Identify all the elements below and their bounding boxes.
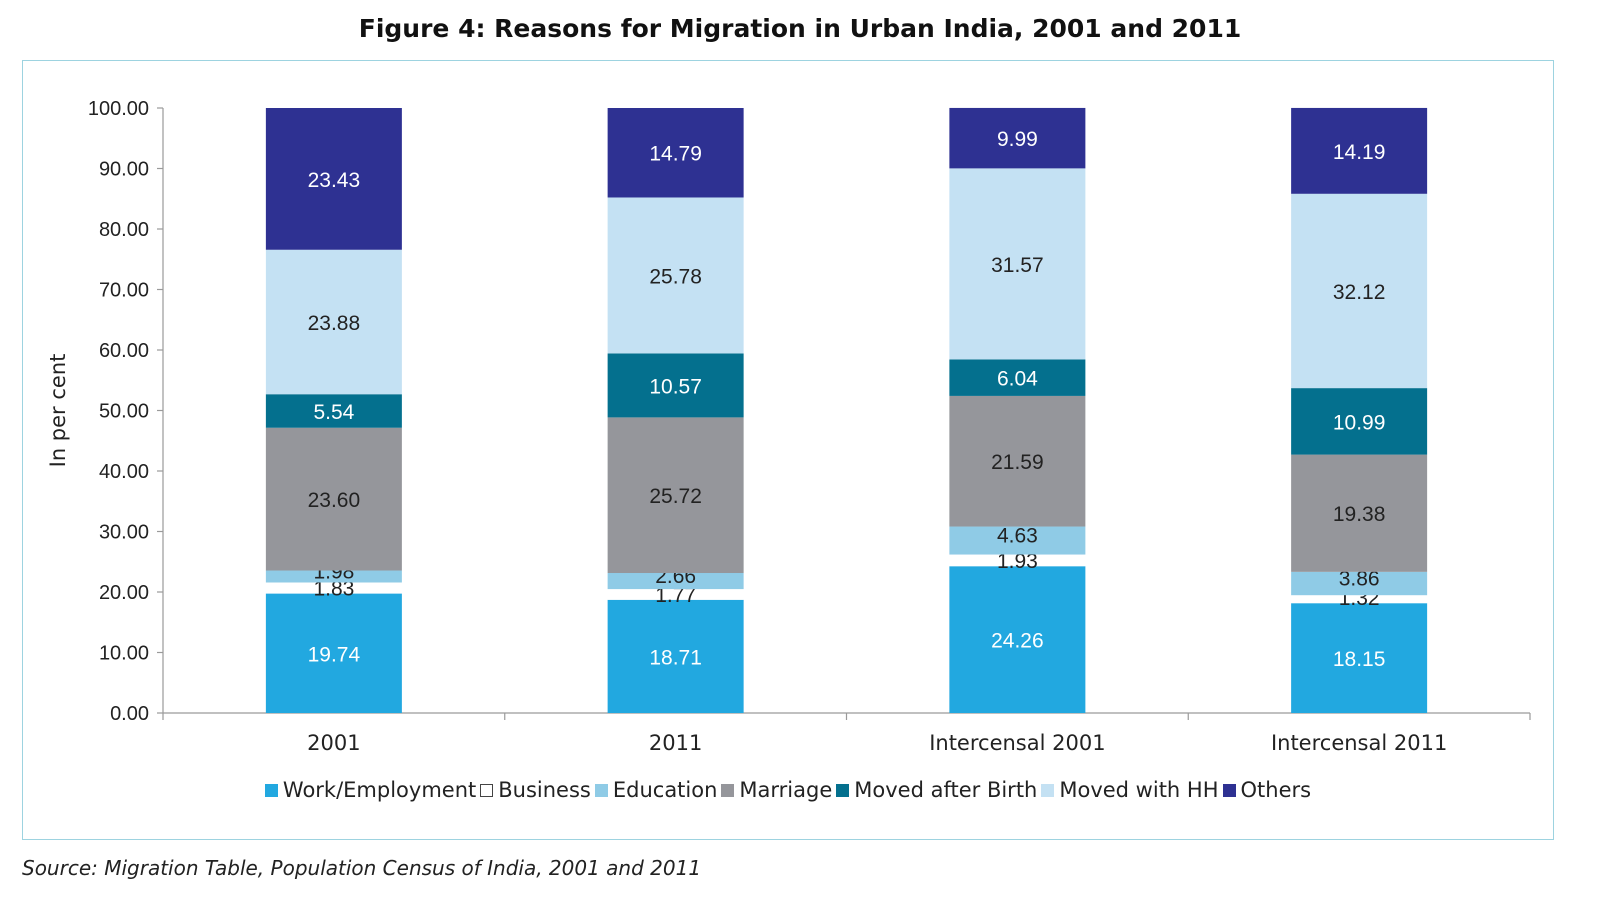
bar-segment-marriage [607,417,744,574]
legend-item: Business [480,778,591,802]
data-label: 25.78 [649,265,702,288]
bar-segment-education [607,573,744,590]
data-label: 14.79 [649,143,702,166]
data-label: 23.60 [308,489,361,512]
legend-item: Education [594,778,718,802]
bar-segment-work-employment [1291,603,1428,713]
data-label: 32.12 [1333,281,1386,304]
bar-segment-business [949,554,1086,567]
legend-swatch [1041,783,1055,797]
bar-segment-moved-with-hh [1291,193,1428,389]
bar-segment-education [1291,571,1428,596]
bar-segment-business [1291,595,1428,604]
bar-segment-moved-with-hh [949,168,1086,360]
data-label: 9.99 [997,128,1038,151]
data-label: 3.86 [1339,568,1380,591]
bar-segment-work-employment [265,593,402,713]
source-note: Source: Migration Table, Population Cens… [22,856,702,880]
bar-segment-marriage [949,395,1086,527]
legend-label: Moved with HH [1059,778,1219,802]
legend-label: Moved after Birth [854,778,1038,802]
data-label: 14.19 [1333,141,1386,164]
legend-label: Education [612,778,718,802]
bar-segment-moved-after-birth [607,353,744,418]
bar-segment-others [265,108,402,250]
legend-label: Work/Employment [282,778,477,802]
legend-label: Business [498,778,591,802]
y-tick-label: 30.00 [99,522,149,544]
legend-swatch [1222,783,1236,797]
data-label: 23.88 [308,312,361,335]
bar-segment-others [607,108,744,198]
legend-item: Moved with HH [1041,778,1219,802]
bar-segment-moved-after-birth [1291,388,1428,455]
legend-label: Others [1240,778,1312,802]
data-label: 31.57 [991,254,1044,277]
legend-swatch [721,783,735,797]
y-axis-label: In per cent [46,354,70,468]
bar-segment-moved-after-birth [949,359,1086,396]
legend-item: Work/Employment [264,778,477,802]
data-label: 21.59 [991,451,1044,474]
bar-segment-work-employment [607,599,744,713]
bar-segment-moved-after-birth [265,394,402,428]
data-label: 5.54 [313,401,354,424]
y-tick-label: 0.00 [110,703,149,725]
y-tick-label: 60.00 [99,340,149,362]
legend-item: Others [1222,778,1312,802]
data-label: 18.15 [1333,648,1386,671]
y-tick-label: 70.00 [99,280,149,302]
legend-swatch [264,783,278,797]
bar-segment-business [607,589,744,600]
legend-swatch [480,783,494,797]
data-label: 25.72 [649,485,702,508]
data-label: 19.74 [308,643,361,666]
legend-swatch [594,783,608,797]
data-label: 1.93 [997,550,1038,573]
stacked-bar-chart: 0.00 10.00 20.00 30.00 40.00 50.00 60.00 70.00 8… [46,98,1531,755]
bar-segment-marriage [265,427,402,571]
legend-item: Moved after Birth [836,778,1037,802]
legend-label: Marriage [739,778,833,802]
chart-legend: Work/Employment Business Education Marriage… [22,778,1554,802]
y-tick-label: 10.00 [99,643,149,665]
bar-segment-others [1291,107,1428,194]
bar-segment-education [265,570,402,583]
chart-title: Figure 4: Reasons for Migration in Urban… [358,14,1242,43]
data-label: 23.43 [308,169,361,192]
y-tick-label: 80.00 [99,219,149,241]
bar-segment-others [949,107,1086,169]
y-tick-label: 90.00 [99,159,149,181]
bar-segment-marriage [1291,454,1428,572]
data-label: 24.26 [991,630,1044,653]
x-tick-label: 2011 [649,731,702,755]
data-label: 19.38 [1333,503,1386,526]
y-tick-label: 20.00 [99,582,149,604]
x-tick-label: Intercensal 2011 [1271,731,1447,755]
bar-segment-business [265,582,402,594]
chart-frame [22,60,1554,840]
data-label: 10.57 [649,375,702,398]
bar-segment-moved-with-hh [607,197,744,354]
x-tick-label: Intercensal 2001 [929,731,1105,755]
y-tick-label: 50.00 [99,401,149,423]
x-tick-label: 2001 [307,731,360,755]
data-label: 1.83 [313,578,354,601]
bar-segment-education [949,526,1086,555]
data-label: 10.99 [1333,411,1386,434]
data-label: 6.04 [997,368,1038,391]
legend-item: Marriage [721,778,832,802]
bar-segment-work-employment [949,566,1086,713]
data-label: 18.71 [649,646,702,669]
y-tick-label: 40.00 [99,461,149,483]
data-label: 1.77 [655,584,696,607]
y-tick-label: 100.00 [88,98,149,120]
legend-swatch [836,783,850,797]
data-label: 4.63 [997,525,1038,548]
bar-segment-moved-with-hh [265,249,402,395]
